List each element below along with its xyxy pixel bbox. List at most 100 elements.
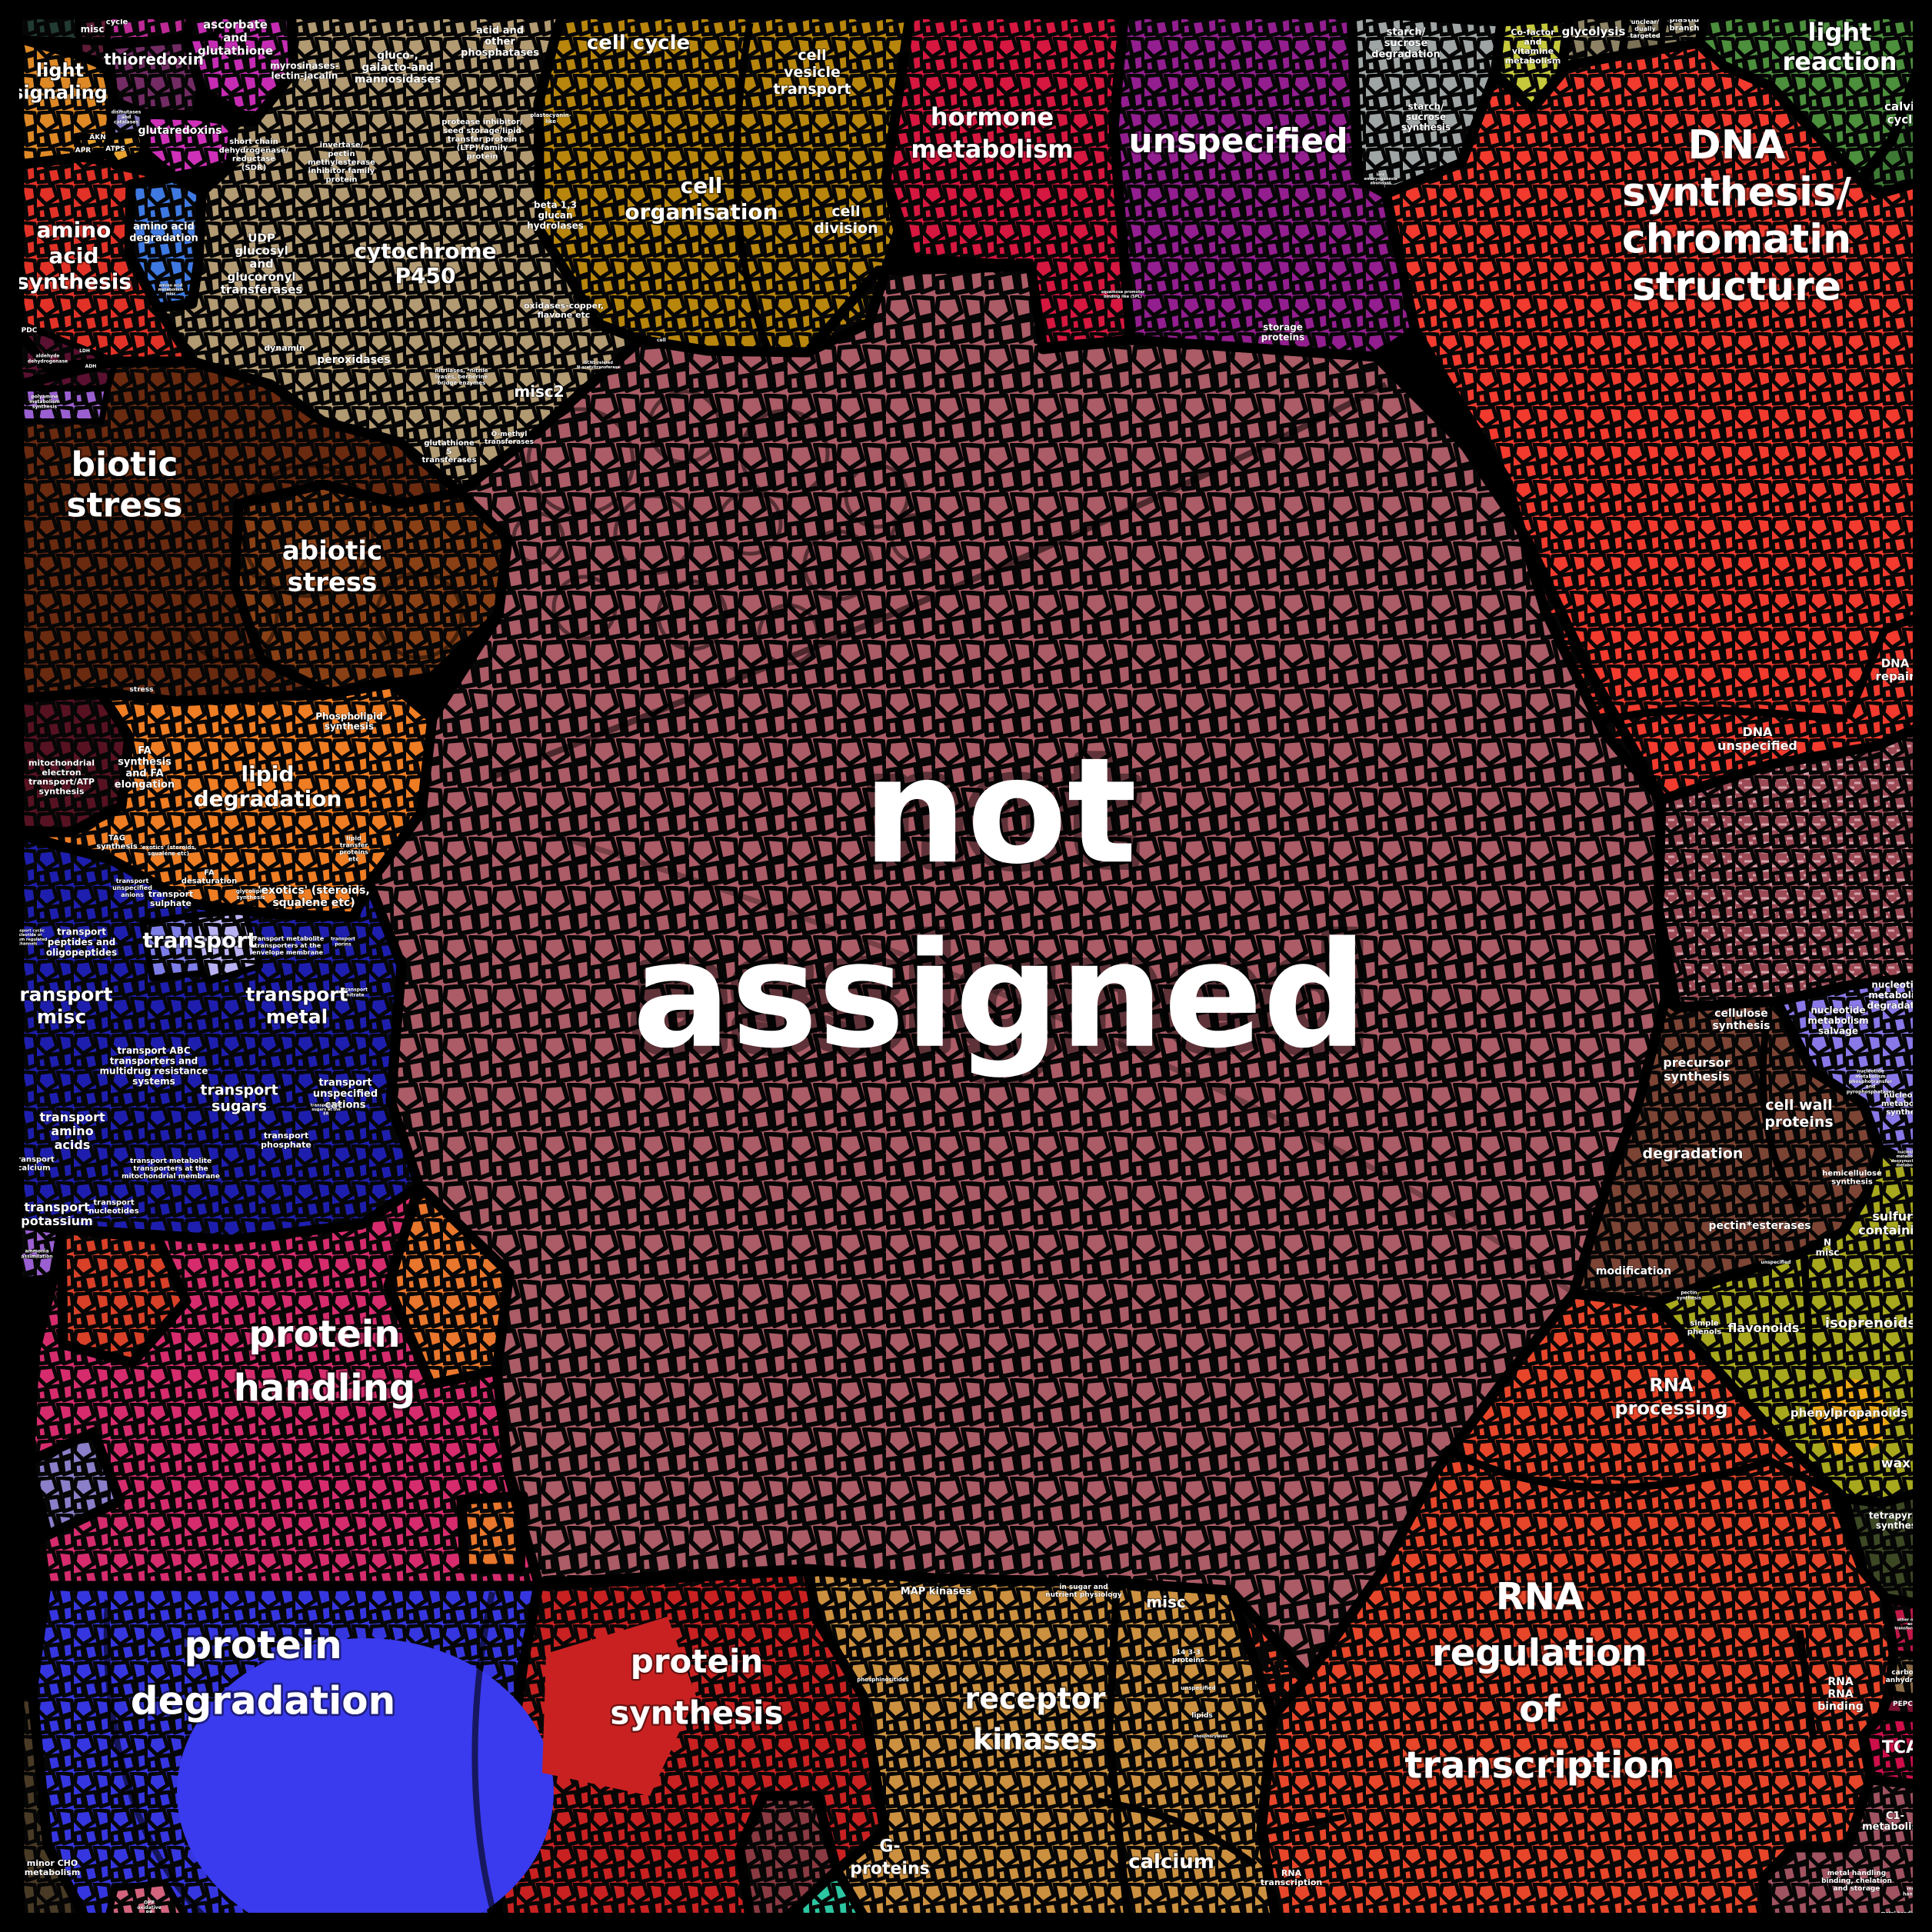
label-dna: DNA repair <box>1876 656 1916 683</box>
label-transport: transport peptides and oligopeptides <box>46 927 117 958</box>
label-gluco: gluco-, galacto-and mannosidases <box>355 49 441 85</box>
label-degradation: degradation <box>1643 1145 1744 1162</box>
region-handling-patch-ne-border <box>383 1181 515 1390</box>
label-transport: transport nucleotides <box>88 1198 138 1215</box>
label-glycolipid: glycolipid synthesis <box>236 888 265 901</box>
label-transport: transport unspecified cations <box>313 1077 378 1111</box>
inner-border-12 <box>103 1599 218 1930</box>
label-protease-inhibitor: protease inhibitor/seed storage/lipid tra… <box>441 118 523 162</box>
inner-border-13 <box>471 1591 501 1930</box>
label-short-chain: short chain dehydrogenase/reductase (SDR) <box>219 138 289 172</box>
label-adh: ADH <box>85 364 97 369</box>
label-exotics-steroids: 'exotics' (steroids, squalene etc) <box>258 884 370 909</box>
inner-border-5 <box>1796 1630 1817 1740</box>
region-handling-patch-sw-border <box>24 1427 125 1541</box>
label-calcium: calcium <box>1128 1850 1214 1874</box>
label-dynamin: dynamin <box>264 343 305 353</box>
label-rna: RNA processing <box>1614 1374 1727 1419</box>
inner-border-8 <box>1098 1797 1257 1868</box>
region-handling-patch-se-border <box>456 1491 528 1574</box>
region-polyamine-texture <box>19 388 108 421</box>
region-mito-electron-transport-texture <box>19 692 129 832</box>
label-transport: transport sugars <box>200 1081 278 1114</box>
region-cell-border <box>533 1 917 358</box>
label-transport: transport phosphate <box>261 1131 311 1150</box>
label-phospholipid: Phospholipid synthesis <box>315 711 383 731</box>
bubble-ring-5 <box>717 490 783 556</box>
label-akn: AKN <box>89 134 105 142</box>
region-transport-cell-a-texture <box>142 915 202 978</box>
label-g: G-proteins <box>850 1837 929 1879</box>
label-dna: DNA synthesis/chromatin structure <box>1622 122 1851 310</box>
label-unspecified: unspecified <box>1761 1260 1791 1265</box>
bubble-ring-10 <box>890 513 941 564</box>
label-unspecified: unspecified <box>1128 122 1347 161</box>
label-glutaredoxins: glutaredoxins <box>138 125 222 137</box>
label-lipids: lipids <box>1191 1712 1213 1720</box>
label-oxidases-copper: oxidases-copper, flavone etc <box>524 301 604 320</box>
inner-border-4 <box>1442 1445 1842 1499</box>
label-transport: transport misc <box>10 984 112 1028</box>
label-transport-abc: transport ABC transporters and multidrug r… <box>100 1045 208 1087</box>
label-lipid: lipid transfer proteins etc <box>339 835 368 863</box>
region-tetrapyrrole-border <box>1825 1481 1932 1611</box>
label-storage: storage proteins <box>1261 321 1304 342</box>
region-rna-texture <box>1231 1294 1894 1932</box>
label-transport: transport <box>142 928 257 953</box>
bubble-ring-2 <box>739 408 830 499</box>
region-amino-acid-synthesis-texture <box>19 154 192 368</box>
label-transport: transport nitrate <box>343 988 368 998</box>
label-unspecified: unspecified <box>1181 1685 1215 1691</box>
mosaic-overlay <box>19 6 1932 1932</box>
label-dismutases: dismutases and catalases <box>112 109 142 125</box>
region-transport-texture <box>19 834 419 1240</box>
label-pepc: PEPC <box>1893 1700 1913 1708</box>
region-signalling-texture <box>808 1571 1278 1932</box>
solid-blobs <box>177 1379 1889 1932</box>
label-transport: transport potassium <box>21 1200 92 1228</box>
label-misc: misc <box>1146 1593 1185 1611</box>
label-starch: starch/sucrose degradation <box>1371 26 1441 60</box>
region-light-signaling-texture <box>19 38 114 165</box>
label-hormone: hormone metabolism <box>911 102 1073 164</box>
region-redox-misc-texture <box>77 6 109 66</box>
region-transport-cell-b-texture <box>194 911 260 981</box>
label-transport: transport sulphate <box>148 889 194 908</box>
bubble-ring-14 <box>182 567 279 664</box>
region-handling-patch-w-border <box>56 1224 192 1368</box>
label-udp: UDP glucosyl and glucoronyl transferases <box>221 231 303 296</box>
label-hemicellulose: hemicellulose synthesis <box>1822 1169 1882 1186</box>
label-invertase: invertase/pectin methylesterase inhibitor … <box>308 142 375 185</box>
region-amino-acid-degradation-texture <box>129 177 202 308</box>
region-signalling-border <box>802 1565 1284 1932</box>
label-rna: RNA RNA binding <box>1817 1676 1864 1713</box>
bubble-ring-9 <box>757 603 820 666</box>
label-rna: RNA regulation of transcription <box>1404 1576 1674 1787</box>
label-cellulose: cellulose synthesis <box>1712 1008 1770 1032</box>
region-hormone-metabolism-texture <box>886 8 1131 349</box>
protein-synthesis-blob <box>542 1617 696 1796</box>
label-tag: TAG synthesis <box>96 834 138 851</box>
region-tetrapyrrole-texture <box>1830 1486 1932 1606</box>
label-transport-cyclic: transport cyclic nucleotide or calcium reg… <box>8 929 48 947</box>
label-pdc: PDC <box>22 327 38 335</box>
label-phosphinositides: phosphinositides <box>857 1677 908 1683</box>
label-myrosinases: myrosinases-lectin-jacalin <box>270 60 339 81</box>
label-light: light signaling <box>12 60 108 104</box>
label-transport: transport metal <box>245 984 348 1028</box>
inner-border-10 <box>1759 1007 1807 1211</box>
label-cell: cell <box>657 338 666 343</box>
label-mitochondrial: mitochondrial electron transport/ATP synthe… <box>28 758 95 797</box>
region-not-assigned-texture <box>369 266 1665 1717</box>
region-dna-texture <box>1386 43 1932 800</box>
label-aldehyde: aldehyde dehydrogenase <box>28 354 68 365</box>
bubble-ring-0 <box>526 407 635 516</box>
label-misc2: misc2 <box>514 382 564 401</box>
label-transport: transport porins <box>331 937 355 948</box>
region-c1-metal-texture <box>1763 1778 1932 1932</box>
label-amino: amino acid synthesis <box>16 217 132 294</box>
label-ldh: LDH <box>79 348 90 354</box>
inner-border-0 <box>491 381 1387 780</box>
label-phosphorylases: phosphorylases <box>1194 1734 1227 1739</box>
